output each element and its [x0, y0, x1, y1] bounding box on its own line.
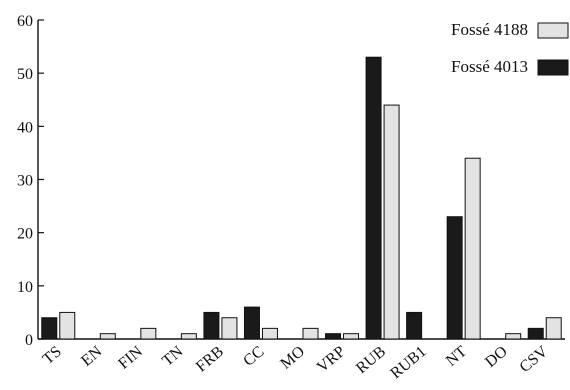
x-tick-label: FRB	[193, 343, 227, 375]
y-tick-label: 50	[17, 66, 33, 83]
x-tick-label: FIN	[115, 343, 146, 373]
y-tick-label: 60	[17, 13, 33, 30]
legend: Fossé 4188 Fossé 4013	[451, 20, 569, 76]
bar-fosse-4013	[203, 311, 220, 340]
bar-fosse-4188	[545, 317, 562, 340]
bar-fosse-4013	[243, 306, 260, 340]
x-tick-label: EN	[78, 343, 106, 370]
legend-label: Fossé 4188	[451, 20, 528, 39]
legend-label: Fossé 4013	[451, 57, 528, 76]
x-tick-label: MO	[277, 343, 308, 373]
bar-fosse-4188	[99, 333, 116, 340]
y-tick-label: 10	[17, 279, 33, 296]
bar-fosse-4188	[383, 104, 400, 340]
x-tick-label: RUB1	[387, 343, 429, 382]
y-tick-label: 0	[25, 332, 33, 349]
bar-fosse-4013	[527, 327, 544, 340]
bar-fosse-4013	[406, 311, 423, 340]
bars	[41, 56, 562, 340]
x-tick-label: VRP	[314, 343, 349, 376]
x-tick-label: NT	[443, 343, 470, 370]
bar-fosse-4188	[343, 333, 360, 340]
bar-fosse-4188	[180, 333, 197, 340]
y-tick-label: 20	[17, 226, 33, 243]
legend-swatch	[537, 22, 569, 39]
bar-fosse-4013	[365, 56, 382, 340]
x-tick-label: RUB	[353, 343, 389, 377]
bar-fosse-4188	[302, 327, 319, 340]
x-tick-label: TS	[40, 343, 65, 368]
bar-fosse-4013	[446, 216, 463, 340]
bar-fosse-4188	[505, 333, 522, 340]
bar-fosse-4188	[59, 311, 76, 340]
x-tick-label: CSV	[517, 343, 552, 376]
bar-fosse-4188	[221, 317, 238, 340]
x-tick-label: CC	[240, 343, 267, 370]
x-tick-label: TN	[159, 343, 187, 370]
y-tick-label: 40	[17, 119, 33, 136]
bar-fosse-4188	[464, 157, 481, 340]
bar-fosse-4188	[140, 327, 157, 340]
y-tick-label: 30	[17, 173, 33, 190]
bar-fosse-4013	[325, 333, 342, 340]
bar-fosse-4013	[41, 317, 58, 340]
bar-fosse-4188	[261, 327, 278, 340]
legend-swatch	[537, 59, 569, 76]
x-tick-label: DO	[482, 343, 511, 371]
